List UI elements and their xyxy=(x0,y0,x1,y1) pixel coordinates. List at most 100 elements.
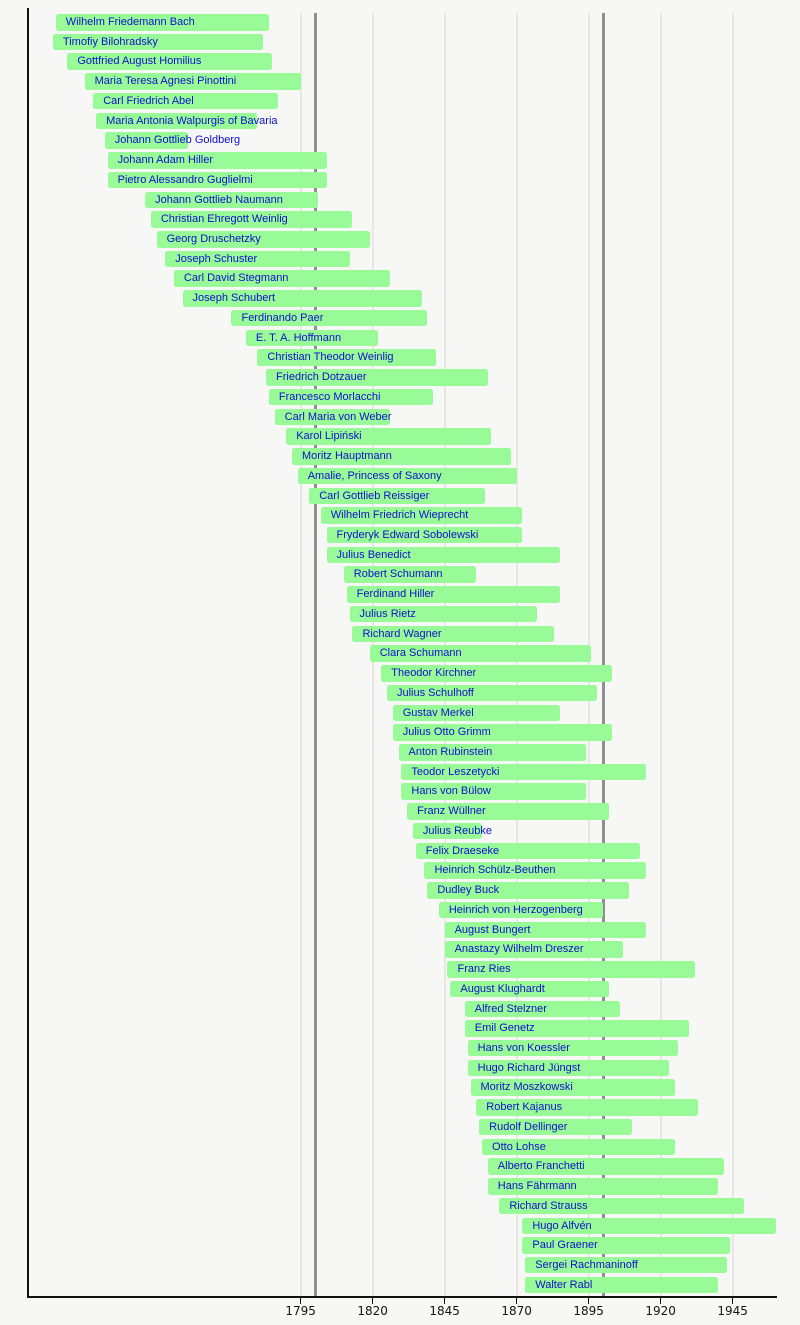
composer-name-label[interactable]: Richard Wagner xyxy=(362,627,442,640)
timeline-bar[interactable]: Moritz Hauptmann xyxy=(291,448,511,465)
timeline-bar[interactable]: Theodor Kirchner xyxy=(381,665,612,682)
timeline-bar[interactable]: Alfred Stelzner xyxy=(464,1000,621,1017)
composer-name-label[interactable]: Sergei Rachmaninoff xyxy=(535,1258,638,1271)
composer-name-label[interactable]: Gottfried August Homilius xyxy=(77,55,202,68)
timeline-bar[interactable]: Georg Druschetzky xyxy=(156,231,370,248)
timeline-bar[interactable]: Heinrich von Herzogenberg xyxy=(438,901,603,919)
composer-name-label[interactable]: Johann Adam Hiller xyxy=(117,154,214,167)
timeline-bar[interactable]: Paul Graener xyxy=(522,1237,730,1254)
timeline-bar[interactable]: Maria Antonia Walpurgis of Bavaria xyxy=(96,112,278,130)
timeline-bar[interactable]: Joseph Schubert xyxy=(182,290,422,307)
timeline-bar[interactable]: Felix Draeseke xyxy=(415,842,641,860)
timeline-bar[interactable]: Rudolf Dellinger xyxy=(479,1118,632,1136)
timeline-bar[interactable]: Richard Wagner xyxy=(352,625,555,643)
timeline-bar[interactable]: Julius Rietz xyxy=(349,605,537,623)
timeline-bar[interactable]: Emil Genetz xyxy=(464,1020,690,1037)
timeline-bar[interactable]: Gustav Merkel xyxy=(392,704,560,722)
timeline-bar[interactable]: Karol Lipiński xyxy=(286,428,491,445)
timeline-bar[interactable]: Hans von Koessler xyxy=(467,1039,678,1057)
timeline-bar[interactable]: Johann Adam Hiller xyxy=(107,152,327,169)
composer-name-label[interactable]: Hans Fährmann xyxy=(497,1180,577,1193)
composer-name-label[interactable]: Francesco Morlacchi xyxy=(278,390,381,403)
composer-name-label[interactable]: Walter Rabl xyxy=(535,1278,593,1291)
composer-name-label[interactable]: Franz Wüllner xyxy=(417,805,486,818)
timeline-bar[interactable]: Moritz Moszkowski xyxy=(470,1079,675,1096)
timeline-bar[interactable]: Franz Ries xyxy=(447,961,696,978)
composer-name-label[interactable]: Julius Reubke xyxy=(422,824,492,837)
timeline-bar[interactable]: Carl David Stegmann xyxy=(173,270,390,287)
composer-name-label[interactable]: Moritz Moszkowski xyxy=(480,1081,573,1094)
timeline-bar[interactable]: Sergei Rachmaninoff xyxy=(525,1256,727,1274)
composer-name-label[interactable]: Heinrich von Herzogenberg xyxy=(448,903,583,916)
composer-name-label[interactable]: Felix Draeseke xyxy=(425,844,500,857)
composer-name-label[interactable]: Amalie, Princess of Saxony xyxy=(307,469,442,482)
composer-name-label[interactable]: Maria Teresa Agnesi Pinottini xyxy=(94,75,237,88)
composer-name-label[interactable]: Fryderyk Edward Sobolewski xyxy=(336,528,479,541)
timeline-bar[interactable]: Christian Ehregott Weinlig xyxy=(150,211,353,228)
composer-name-label[interactable]: Clara Schumann xyxy=(379,647,462,660)
composer-name-label[interactable]: Julius Benedict xyxy=(336,548,411,561)
timeline-bar[interactable]: Timofiy Bilohradsky xyxy=(52,33,264,51)
composer-name-label[interactable]: Robert Schumann xyxy=(353,568,443,581)
composer-name-label[interactable]: Theodor Kirchner xyxy=(391,667,477,680)
composer-name-label[interactable]: Joseph Schubert xyxy=(192,292,276,305)
composer-name-label[interactable]: Karol Lipiński xyxy=(296,430,362,443)
composer-name-label[interactable]: Wilhelm Friedrich Wieprecht xyxy=(330,509,469,522)
timeline-bar[interactable]: Ferdinand Hiller xyxy=(346,586,560,603)
composer-name-label[interactable]: Dudley Buck xyxy=(437,884,500,897)
composer-name-label[interactable]: Rudolf Dellinger xyxy=(489,1120,568,1133)
composer-name-label[interactable]: Alberto Franchetti xyxy=(497,1160,585,1173)
composer-name-label[interactable]: Otto Lohse xyxy=(492,1140,546,1153)
composer-name-label[interactable]: August Klughardt xyxy=(460,982,545,995)
composer-name-label[interactable]: E. T. A. Hoffmann xyxy=(255,331,342,344)
timeline-bar[interactable]: Heinrich Schülz-Beuthen xyxy=(424,862,647,879)
timeline-bar[interactable]: Otto Lohse xyxy=(482,1138,675,1156)
composer-name-label[interactable]: Carl David Stegmann xyxy=(183,272,289,285)
timeline-bar[interactable]: Friedrich Dotzauer xyxy=(266,369,488,386)
timeline-bar[interactable]: Franz Wüllner xyxy=(407,803,609,820)
timeline-bar[interactable]: Amalie, Princess of Saxony xyxy=(297,467,517,485)
timeline-bar[interactable]: Fryderyk Edward Sobolewski xyxy=(326,526,523,544)
timeline-bar[interactable]: Julius Reubke xyxy=(412,822,492,840)
timeline-bar[interactable]: Carl Friedrich Abel xyxy=(93,92,278,110)
timeline-bar[interactable]: Gottfried August Homilius xyxy=(67,53,272,70)
composer-name-label[interactable]: Franz Ries xyxy=(457,963,511,976)
timeline-bar[interactable]: Robert Schumann xyxy=(343,566,477,583)
timeline-bar[interactable]: Hugo Alfvén xyxy=(522,1217,776,1235)
composer-name-label[interactable]: Hans von Koessler xyxy=(477,1041,570,1054)
timeline-bar[interactable]: Francesco Morlacchi xyxy=(268,388,434,406)
composer-name-label[interactable]: Moritz Hauptmann xyxy=(301,450,392,463)
timeline-bar[interactable]: Johann Gottlieb Goldberg xyxy=(104,132,240,149)
composer-name-label[interactable]: Julius Rietz xyxy=(359,607,416,620)
timeline-bar[interactable]: Julius Benedict xyxy=(326,546,560,564)
timeline-bar[interactable]: Julius Schulhoff xyxy=(387,684,598,702)
composer-name-label[interactable]: Hans von Bülow xyxy=(411,785,491,798)
timeline-bar[interactable]: Richard Strauss xyxy=(499,1197,745,1215)
composer-name-label[interactable]: Wilhelm Friedemann Bach xyxy=(65,16,195,28)
composer-name-label[interactable]: Carl Maria von Weber xyxy=(284,410,392,423)
timeline-bar[interactable]: Wilhelm Friedrich Wieprecht xyxy=(320,507,523,524)
composer-name-label[interactable]: Paul Graener xyxy=(532,1239,598,1252)
timeline-bar[interactable]: August Bungert xyxy=(444,921,647,939)
timeline-bar[interactable]: Hans von Bülow xyxy=(401,783,586,800)
composer-name-label[interactable]: Christian Ehregott Weinlig xyxy=(160,213,288,226)
timeline-bar[interactable]: Hugo Richard Jüngst xyxy=(467,1059,670,1077)
composer-name-label[interactable]: Teodor Leszetycki xyxy=(411,765,500,778)
timeline-bar[interactable]: Clara Schumann xyxy=(369,645,592,662)
composer-name-label[interactable]: Hugo Alfvén xyxy=(532,1219,592,1232)
timeline-bar[interactable]: Ferdinando Paer xyxy=(231,309,428,327)
composer-name-label[interactable]: Heinrich Schülz-Beuthen xyxy=(434,864,556,877)
composer-name-label[interactable]: Johann Gottlieb Naumann xyxy=(155,193,283,206)
timeline-bar[interactable]: Hans Fährmann xyxy=(487,1178,719,1195)
timeline-bar[interactable]: E. T. A. Hoffmann xyxy=(245,329,379,347)
composer-name-label[interactable]: Friedrich Dotzauer xyxy=(276,371,367,384)
timeline-bar[interactable]: Alberto Franchetti xyxy=(487,1158,724,1175)
composer-name-label[interactable]: Pietro Alessandro Guglielmi xyxy=(117,173,253,186)
timeline-bar[interactable]: Maria Teresa Agnesi Pinottini xyxy=(84,73,301,90)
composer-name-label[interactable]: Maria Antonia Walpurgis of Bavaria xyxy=(106,114,278,127)
timeline-bar[interactable]: Christian Theodor Weinlig xyxy=(257,349,436,366)
composer-name-label[interactable]: Emil Genetz xyxy=(474,1022,535,1035)
composer-name-label[interactable]: Alfred Stelzner xyxy=(474,1002,547,1015)
composer-name-label[interactable]: Gustav Merkel xyxy=(402,706,474,719)
timeline-bar[interactable]: Joseph Schuster xyxy=(165,250,350,268)
